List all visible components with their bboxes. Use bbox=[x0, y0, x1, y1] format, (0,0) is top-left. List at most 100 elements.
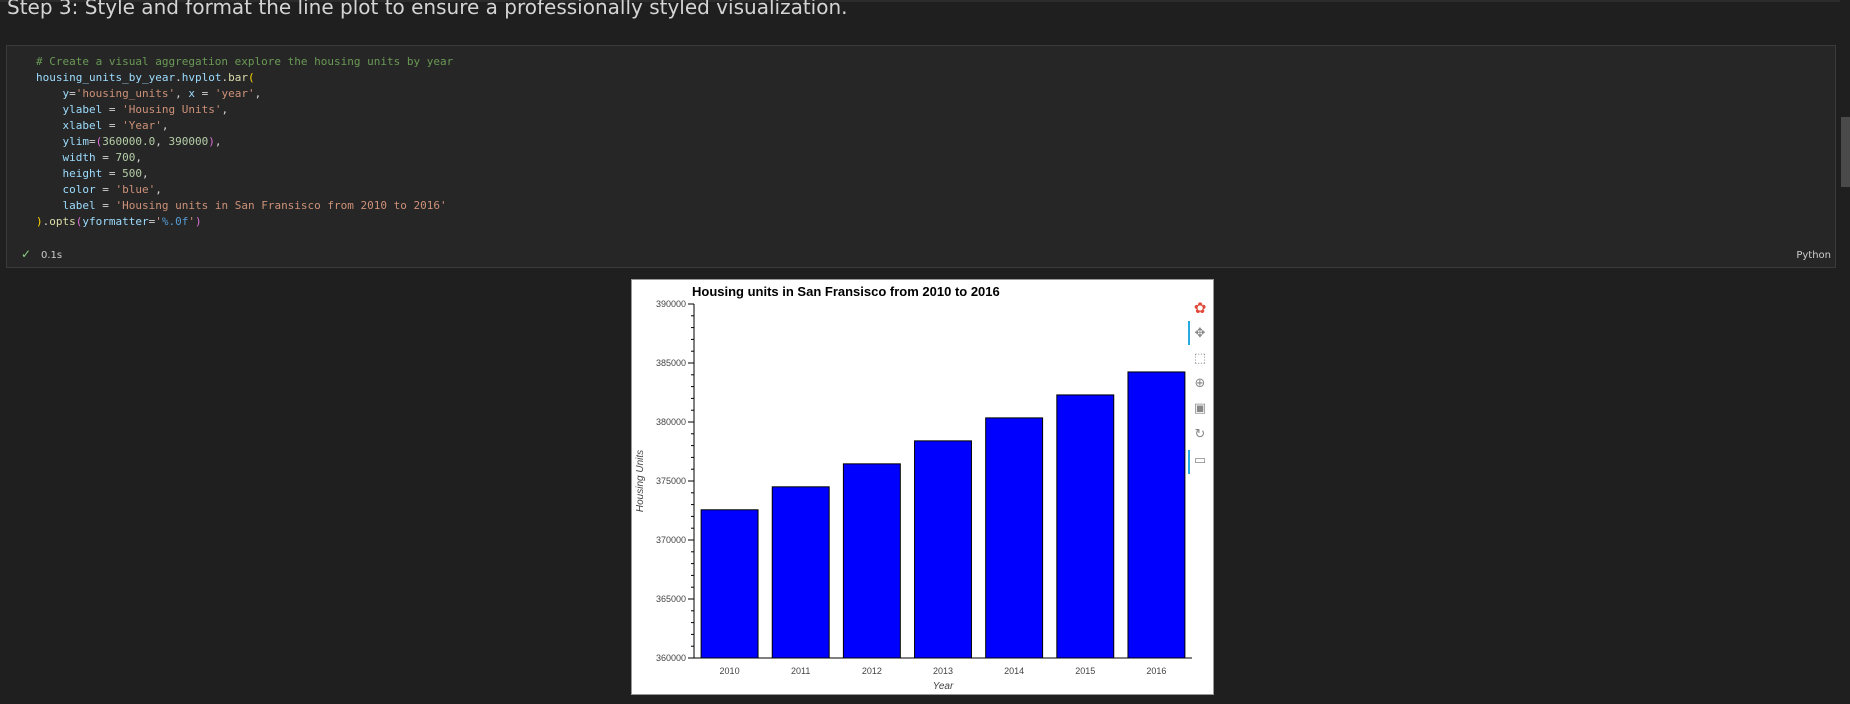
x-tick-label: 2016 bbox=[1146, 666, 1166, 676]
code-token: 'Year' bbox=[122, 119, 162, 132]
bar-2016 bbox=[1127, 371, 1186, 659]
y-tick-label: 365000 bbox=[656, 594, 686, 604]
cell-language[interactable]: Python bbox=[1796, 250, 1831, 261]
save-icon[interactable]: ▣ bbox=[1193, 400, 1207, 416]
x-tick-label: 2012 bbox=[862, 666, 882, 676]
pan-icon[interactable]: ✥ bbox=[1194, 325, 1206, 341]
code-token: ) bbox=[36, 215, 43, 228]
code-line: housing_units_by_year.hvplot.bar( bbox=[36, 70, 453, 86]
y-tick-label: 390000 bbox=[656, 299, 686, 309]
code-token: hvplot bbox=[181, 71, 222, 84]
code-editor[interactable]: # Create a visual aggregation explore th… bbox=[36, 54, 453, 230]
code-token: , bbox=[161, 119, 169, 132]
code-token bbox=[36, 183, 63, 196]
wheel-zoom-icon[interactable]: ⊕ bbox=[1194, 375, 1206, 391]
code-token: 700 bbox=[115, 151, 136, 164]
code-token: ' bbox=[155, 215, 162, 228]
code-token: = bbox=[102, 119, 123, 132]
active-tool-indicator bbox=[1188, 321, 1190, 345]
code-token: ) bbox=[208, 135, 215, 148]
code-token bbox=[36, 151, 63, 164]
x-axis-label: Year bbox=[933, 681, 954, 692]
code-token: . bbox=[221, 71, 229, 84]
code-token: , bbox=[175, 87, 189, 100]
reset-icon[interactable]: ↻ bbox=[1194, 426, 1206, 442]
cell-status-bar: ✓ 0.1s Python bbox=[7, 246, 1835, 266]
code-token: = bbox=[95, 183, 116, 196]
code-token: , bbox=[155, 183, 162, 196]
code-token: ( bbox=[247, 71, 255, 84]
code-token: width bbox=[62, 151, 96, 164]
code-token: 'Housing Units' bbox=[122, 103, 222, 116]
code-line: width = 700, bbox=[36, 150, 453, 166]
code-token: label bbox=[62, 199, 96, 212]
code-token bbox=[36, 119, 63, 132]
bar-2010 bbox=[700, 509, 759, 659]
code-token: ( bbox=[75, 215, 83, 228]
code-line: ).opts(yformatter='%.0f') bbox=[36, 214, 453, 230]
plot-toolbar: ✿ ✥ ⬚ ⊕ ▣ ↻ ▭ bbox=[1188, 298, 1212, 478]
code-token: x bbox=[188, 87, 195, 100]
bar-2012 bbox=[842, 463, 901, 659]
code-token: ) bbox=[194, 215, 202, 228]
bar-2011 bbox=[771, 486, 830, 659]
code-token: # Create a visual aggregation explore th… bbox=[36, 55, 454, 68]
code-token: bar bbox=[228, 71, 248, 84]
check-icon: ✓ bbox=[21, 247, 32, 261]
code-token: 360000.0 bbox=[102, 135, 156, 148]
code-token: = bbox=[102, 103, 123, 116]
x-tick-label: 2014 bbox=[1004, 666, 1024, 676]
code-token: , bbox=[142, 167, 149, 180]
x-tick-label: 2015 bbox=[1075, 666, 1095, 676]
y-tick-label: 380000 bbox=[656, 417, 686, 427]
code-token: yformatter bbox=[82, 215, 149, 228]
code-token: , bbox=[155, 135, 169, 148]
y-tick-label: 375000 bbox=[656, 476, 686, 486]
code-token: height bbox=[62, 167, 103, 180]
chart-svg: Housing units in San Fransisco from 2010… bbox=[635, 284, 1192, 692]
scrollbar-thumb[interactable] bbox=[1841, 117, 1850, 187]
code-token bbox=[36, 199, 63, 212]
y-tick-label: 385000 bbox=[656, 358, 686, 368]
scrollbar-track[interactable] bbox=[1840, 0, 1850, 704]
code-line: y='housing_units', x = 'year', bbox=[36, 86, 453, 102]
x-tick-label: 2013 bbox=[933, 666, 953, 676]
code-cell[interactable]: # Create a visual aggregation explore th… bbox=[6, 45, 1836, 268]
code-token: , bbox=[214, 135, 222, 148]
code-token: housing_units_by_year bbox=[36, 71, 176, 84]
bar-2013 bbox=[914, 440, 972, 659]
top-divider bbox=[0, 0, 1850, 2]
code-token: ( bbox=[95, 135, 103, 148]
code-line: color = 'blue', bbox=[36, 182, 453, 198]
code-token: = bbox=[148, 215, 156, 228]
code-token bbox=[36, 135, 63, 148]
x-tick-label: 2010 bbox=[720, 666, 740, 676]
code-token: 'year' bbox=[214, 87, 255, 100]
code-line: label = 'Housing units in San Fransisco … bbox=[36, 198, 453, 214]
y-tick-label: 370000 bbox=[656, 535, 686, 545]
code-token: 'blue' bbox=[115, 183, 156, 196]
code-token bbox=[36, 167, 63, 180]
code-line: # Create a visual aggregation explore th… bbox=[36, 54, 453, 70]
code-token: , bbox=[254, 87, 262, 100]
code-token: opts bbox=[49, 215, 76, 228]
code-token: . bbox=[42, 215, 50, 228]
code-token: , bbox=[221, 103, 229, 116]
code-token: = bbox=[194, 87, 215, 100]
code-token: = bbox=[95, 151, 116, 164]
y-axis-label: Housing Units bbox=[635, 450, 646, 512]
code-token: = bbox=[69, 87, 76, 100]
code-token: ylabel bbox=[62, 103, 103, 116]
code-token: ' bbox=[188, 215, 195, 228]
bar-chart: Housing units in San Fransisco from 2010… bbox=[631, 279, 1214, 695]
code-token: = bbox=[89, 135, 96, 148]
code-line: ylabel = 'Housing Units', bbox=[36, 102, 453, 118]
active-tool-indicator bbox=[1188, 450, 1190, 474]
code-token: = bbox=[102, 167, 123, 180]
box-zoom-icon[interactable]: ⬚ bbox=[1193, 350, 1207, 366]
chart-title: Housing units in San Fransisco from 2010… bbox=[692, 284, 1000, 299]
code-line: height = 500, bbox=[36, 166, 453, 182]
execution-time: 0.1s bbox=[41, 250, 63, 261]
bokeh-logo-icon[interactable]: ✿ bbox=[1193, 299, 1207, 317]
hover-icon[interactable]: ▭ bbox=[1193, 452, 1207, 468]
